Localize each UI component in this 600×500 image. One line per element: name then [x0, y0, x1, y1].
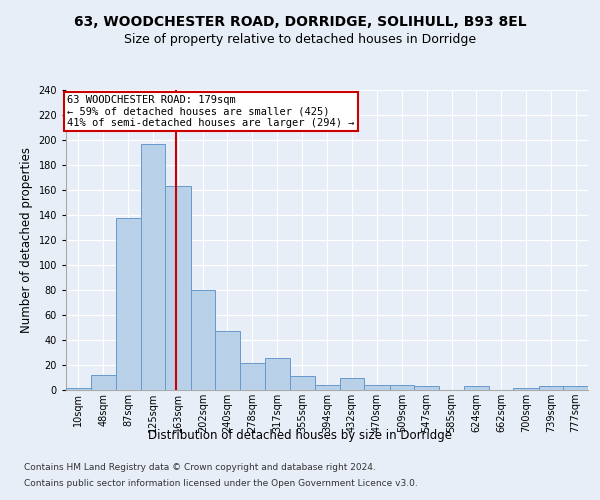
Text: 63, WOODCHESTER ROAD, DORRIDGE, SOLIHULL, B93 8EL: 63, WOODCHESTER ROAD, DORRIDGE, SOLIHULL… [74, 15, 526, 29]
Bar [414, 386, 439, 390]
Bar [563, 386, 588, 390]
Y-axis label: Number of detached properties: Number of detached properties [20, 147, 33, 333]
Bar [66, 388, 91, 390]
Text: Contains public sector information licensed under the Open Government Licence v3: Contains public sector information licen… [24, 478, 418, 488]
Text: Size of property relative to detached houses in Dorridge: Size of property relative to detached ho… [124, 32, 476, 46]
Text: 63 WOODCHESTER ROAD: 179sqm
← 59% of detached houses are smaller (425)
41% of se: 63 WOODCHESTER ROAD: 179sqm ← 59% of det… [67, 95, 355, 128]
Bar [140, 144, 165, 390]
Bar [215, 331, 240, 390]
Bar [265, 358, 290, 390]
Bar [389, 385, 414, 390]
Text: Distribution of detached houses by size in Dorridge: Distribution of detached houses by size … [148, 428, 452, 442]
Bar [539, 386, 563, 390]
Bar [91, 375, 116, 390]
Bar [364, 385, 389, 390]
Text: Contains HM Land Registry data © Crown copyright and database right 2024.: Contains HM Land Registry data © Crown c… [24, 464, 376, 472]
Bar [514, 388, 539, 390]
Bar [340, 378, 364, 390]
Bar [116, 218, 140, 390]
Bar [315, 385, 340, 390]
Bar [191, 290, 215, 390]
Bar [290, 376, 315, 390]
Bar [464, 386, 489, 390]
Bar [165, 186, 191, 390]
Bar [240, 362, 265, 390]
